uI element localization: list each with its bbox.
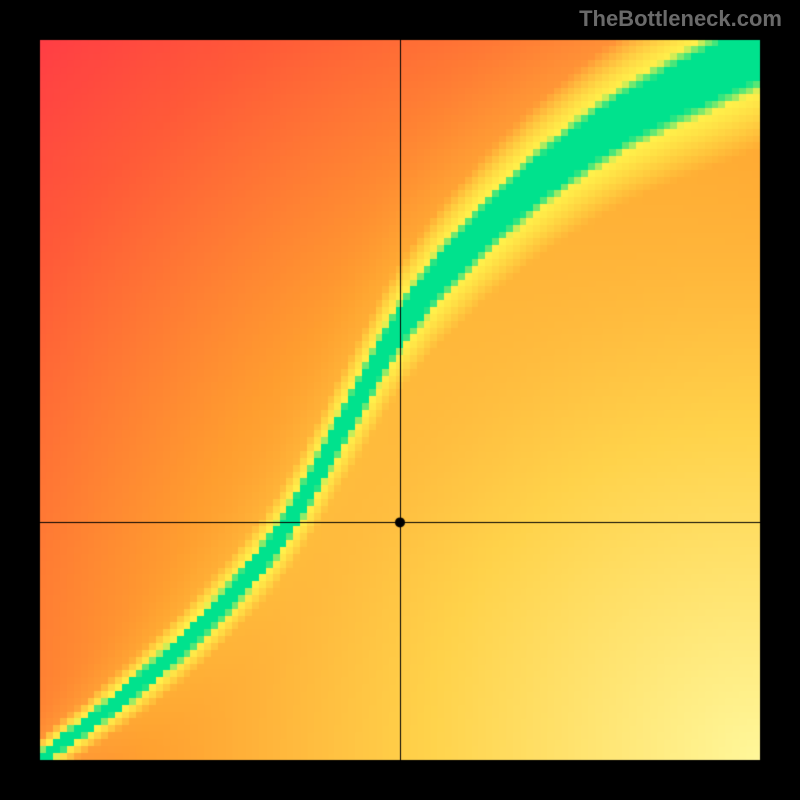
heatmap-canvas bbox=[0, 0, 800, 800]
watermark-text: TheBottleneck.com bbox=[579, 6, 782, 32]
